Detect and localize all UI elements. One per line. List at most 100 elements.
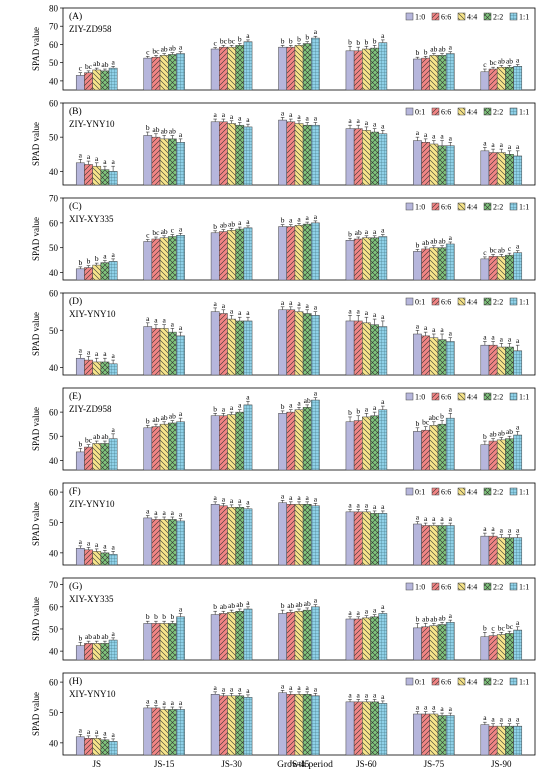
significance-letter: b	[348, 408, 352, 417]
y-tick-label: 60	[49, 99, 59, 109]
significance-letter: a	[238, 308, 242, 317]
y-tick-label: 60	[49, 488, 59, 498]
bar	[227, 695, 236, 756]
significance-letter: ab	[152, 415, 159, 424]
bar	[84, 164, 93, 186]
bar	[167, 519, 177, 566]
legend-label: 6:6	[441, 678, 451, 687]
bar	[505, 537, 514, 566]
bar	[219, 613, 228, 661]
significance-letter: a	[500, 526, 504, 535]
significance-letter: a	[289, 298, 293, 307]
legend-label: 2:2	[493, 203, 503, 212]
bar	[513, 66, 523, 91]
significance-letter: ab	[498, 245, 505, 254]
bar	[286, 694, 296, 756]
bar	[75, 736, 85, 756]
bar	[513, 155, 523, 186]
bar	[378, 133, 388, 186]
legend-label: 2:2	[493, 488, 503, 497]
bar	[480, 71, 490, 91]
legend: 0:1 6:6 4:4 2:2 1:1	[405, 678, 529, 687]
legend-label: 0:1	[415, 298, 425, 307]
bar	[159, 138, 169, 186]
significance-letter: a	[162, 508, 166, 517]
significance-letter: ab	[161, 227, 168, 236]
significance-letter: a	[111, 57, 115, 66]
significance-letter: ab	[161, 45, 168, 54]
legend-swatch	[431, 392, 440, 401]
significance-letter: a	[111, 157, 115, 166]
bar	[167, 709, 177, 756]
significance-letter: a	[365, 607, 369, 616]
bar	[362, 617, 371, 661]
legend-swatch	[405, 582, 414, 591]
significance-letter: a	[432, 514, 436, 523]
y-tick-label: 60	[49, 40, 59, 50]
bar	[278, 226, 287, 281]
legend: 1:0 6:6 4:4 2:2 1:1	[405, 582, 529, 592]
significance-letter: ab	[498, 428, 505, 437]
significance-letter: bc	[220, 36, 228, 45]
significance-letter: a	[416, 321, 420, 330]
bar	[302, 313, 312, 376]
significance-letter: b	[146, 612, 150, 621]
legend-swatch	[405, 487, 414, 496]
significance-letter: b	[213, 222, 217, 231]
bar	[235, 124, 245, 186]
bar	[235, 610, 245, 661]
legend-label: 1:0	[415, 583, 425, 592]
bar	[210, 415, 220, 471]
significance-letter: a	[179, 43, 183, 52]
bar	[370, 616, 379, 661]
legend-swatch	[509, 487, 518, 496]
significance-letter: a	[483, 524, 487, 533]
significance-letter: a	[222, 110, 226, 119]
bar	[445, 341, 455, 376]
bar	[92, 443, 102, 471]
bar	[505, 66, 514, 91]
bar	[345, 618, 355, 661]
bar	[108, 261, 118, 281]
significance-letter: ab	[93, 432, 100, 441]
legend-label: 0:1	[415, 678, 425, 687]
significance-letter: ab	[161, 413, 168, 422]
bar	[167, 54, 177, 91]
significance-letter: c	[491, 623, 495, 632]
significance-letter: a	[230, 112, 234, 121]
significance-letter: a	[213, 299, 217, 308]
legend-label: 2:2	[493, 13, 503, 22]
significance-letter: a	[432, 132, 436, 141]
significance-letter: a	[246, 598, 250, 607]
bar	[311, 695, 320, 756]
significance-letter: b	[305, 33, 309, 42]
significance-letter: a	[79, 537, 83, 546]
significance-letter: a	[222, 684, 226, 693]
legend-swatch	[457, 12, 466, 21]
bar	[75, 451, 85, 471]
significance-letter: a	[491, 524, 495, 533]
y-tick-label: 50	[49, 708, 59, 718]
bar	[243, 508, 253, 566]
significance-letter: b	[365, 37, 369, 46]
significance-letter: b	[281, 36, 285, 45]
bar	[311, 315, 320, 376]
panel-title: (C)	[69, 201, 82, 212]
significance-letter: ab	[430, 45, 437, 54]
significance-letter: a	[483, 332, 487, 341]
significance-letter: a	[416, 703, 420, 712]
significance-letter: a	[246, 392, 250, 401]
legend-swatch	[483, 202, 492, 211]
bar	[378, 513, 388, 566]
bar	[100, 70, 110, 91]
bar	[159, 519, 169, 566]
significance-letter: a	[95, 727, 99, 736]
significance-letter: ab	[101, 432, 108, 441]
y-axis-title: SPAD value	[31, 502, 41, 546]
bar	[505, 633, 514, 661]
significance-letter: a	[365, 690, 369, 699]
x-tick-label: JS-15	[154, 759, 175, 769]
panel-title: (A)	[69, 11, 82, 22]
significance-letter: a	[297, 214, 301, 223]
significance-letter: ab	[287, 601, 294, 610]
